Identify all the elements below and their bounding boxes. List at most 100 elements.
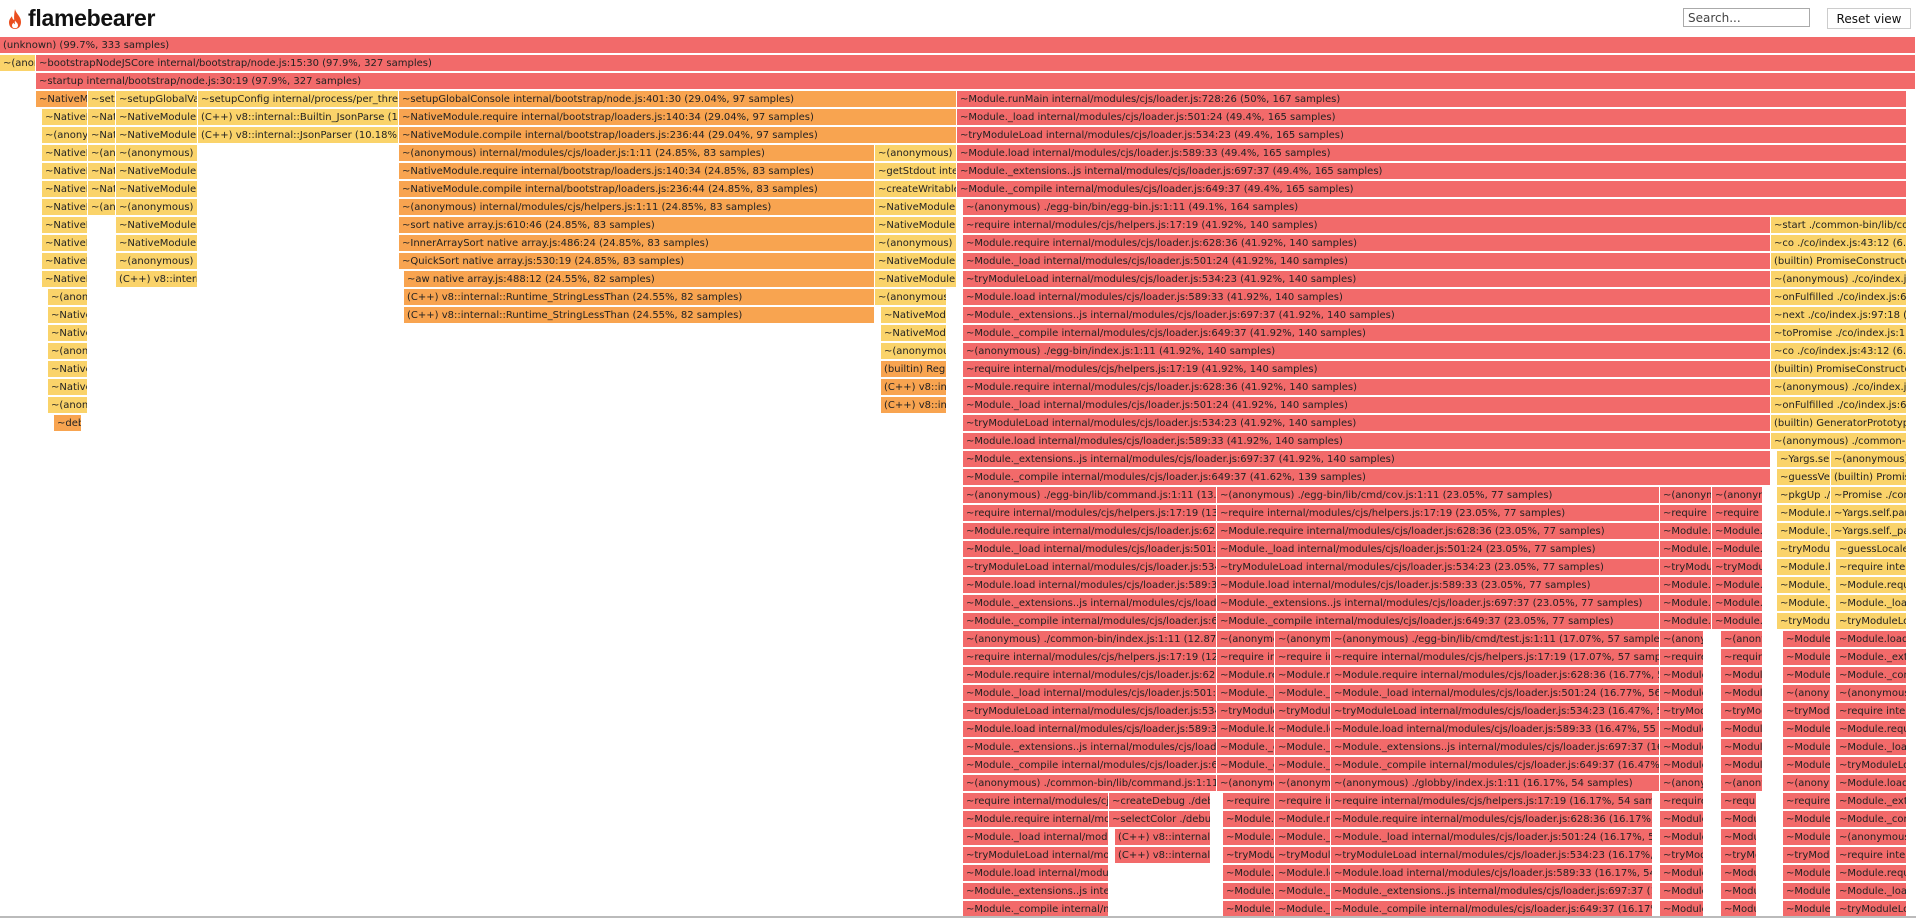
flame-frame[interactable]: ~Module.load internal/modules/cjs/loader… (963, 289, 1771, 306)
flame-frame[interactable]: ~NativeModule.compile (48, 379, 88, 396)
flame-frame[interactable]: ~Module.load (1836, 775, 1907, 792)
flame-frame[interactable]: ~(anonymous) (1836, 685, 1907, 702)
flame-frame[interactable]: ~Module.load (1660, 865, 1704, 882)
flame-frame[interactable]: ~(anonymous) ./egg-bin/lib/cmd/cov.js:1:… (1217, 487, 1660, 504)
flame-frame[interactable]: ~tryModuleLoad (1777, 541, 1831, 558)
flame-frame[interactable]: ~tryModuleLoad (1275, 847, 1331, 864)
flame-frame[interactable]: ~Module._compile (1783, 667, 1831, 684)
flame-frame[interactable]: (C++) v8::internal::Runtime_StringLessTh… (404, 307, 875, 324)
flame-frame[interactable]: ~Module._extensions..js internal/modules… (1331, 883, 1653, 900)
flame-frame[interactable]: ~Module.require (1721, 667, 1763, 684)
flame-frame[interactable]: ~(anonymous) (48, 397, 88, 414)
flame-frame[interactable]: ~Module._load (1777, 523, 1831, 540)
flame-frame[interactable]: ~Module.require (1836, 577, 1907, 594)
flame-frame[interactable]: ~Module.require (1223, 811, 1275, 828)
flame-frame[interactable]: ~Module._extensions (1660, 595, 1712, 612)
flame-frame[interactable]: (C++) v8::internal::Runtime (116, 271, 198, 288)
flame-frame[interactable]: (C++) v8::internal::Runtime (881, 379, 947, 396)
flame-frame[interactable]: ~sort native array.js:610:46 (24.85%, 83… (399, 217, 875, 234)
flame-frame[interactable]: ~Module._extensions (1275, 739, 1331, 756)
flame-frame[interactable]: ~require internal (1660, 505, 1712, 522)
flame-frame[interactable]: ~Module._load internal/modules/cjs/loade… (963, 253, 1771, 270)
flame-frame[interactable]: ~NativeModule.require (88, 163, 116, 180)
flame-frame[interactable]: ~require internal/modules/cjs/helpers.js (963, 793, 1109, 810)
flame-frame[interactable]: ~(anonymous) (1783, 685, 1831, 702)
flame-frame[interactable]: ~Module.runMain internal/modules/cjs/loa… (957, 91, 1907, 108)
flame-frame[interactable]: ~onFulfilled ./co/index.js:62:21 (1771, 289, 1907, 306)
flame-frame[interactable]: ~Module._compile (1721, 757, 1763, 774)
flame-frame[interactable]: ~tryModuleLoad (1223, 847, 1275, 864)
flame-frame[interactable]: ~guessLocale (1836, 541, 1907, 558)
flame-frame[interactable]: ~bootstrapNodeJSCore internal/bootstrap/… (36, 55, 1916, 72)
flame-frame[interactable]: ~Module.require (1712, 523, 1763, 540)
flame-frame[interactable]: ~NativeModule.require (42, 235, 88, 252)
flame-frame[interactable]: ~NativeModule.require (88, 109, 116, 126)
flame-frame[interactable]: ~Module.load (1660, 721, 1704, 738)
flame-frame[interactable]: ~Module.require (1783, 811, 1831, 828)
flame-frame[interactable]: ~Module._compile internal/modules/cjs/lo… (957, 181, 1907, 198)
flame-frame[interactable]: (C++) v8::internal::Runtime (1115, 829, 1211, 846)
flame-frame[interactable]: ~Module._load (1783, 829, 1831, 846)
flame-frame[interactable]: ~Module.require (1217, 667, 1275, 684)
flame-frame[interactable]: ~tryModuleLoad internal/modules/cjs/load… (963, 847, 1109, 864)
flame-frame[interactable]: ~Module.require (1836, 721, 1907, 738)
flame-frame[interactable]: ~tryModuleLoad (1783, 703, 1831, 720)
flame-frame[interactable]: ~Module._compile internal/modules/cjs/lo… (963, 613, 1217, 630)
flame-frame[interactable]: ~Module._load (1836, 739, 1907, 756)
flame-frame[interactable]: ~tryModuleLoad (1721, 847, 1757, 864)
flame-frame[interactable]: ~Module._load internal/modules/cjs/loade… (1331, 685, 1660, 702)
flame-frame[interactable]: ~InnerArraySort native array.js:486:24 (… (399, 235, 875, 252)
flame-frame[interactable]: ~(anonymous) (1275, 775, 1331, 792)
flame-frame[interactable]: ~Module.load (1660, 577, 1712, 594)
flame-frame[interactable]: ~(anonymous) ./egg-bin/lib/cmd/test.js:1… (1331, 631, 1660, 648)
flame-frame[interactable]: ~Module.require (1660, 523, 1712, 540)
flame-frame[interactable]: ~(anonymous) (1660, 487, 1712, 504)
flame-frame[interactable]: (C++) v8::internal::Runtime (881, 397, 947, 414)
flame-frame[interactable]: ~Module._extensions..js internal/modules… (963, 595, 1217, 612)
flame-frame[interactable]: (unknown) (99.7%, 333 samples) (0, 37, 1916, 54)
flame-frame[interactable]: ~Yargs.self.parse (1831, 505, 1907, 522)
flame-frame[interactable]: ~require internal (1721, 649, 1763, 666)
flame-frame[interactable]: ~require internal/modules/cjs/helpers.js… (963, 649, 1217, 666)
flame-frame[interactable]: ~(anonymous) (48, 289, 88, 306)
flame-frame[interactable]: ~Module._extensions (1275, 883, 1331, 900)
flame-frame[interactable]: ~Module._extensions (1721, 739, 1763, 756)
flame-frame[interactable]: ~Module._extensions (1836, 649, 1907, 666)
flame-frame[interactable]: ~Module._extensions (1777, 577, 1831, 594)
flame-frame[interactable]: ~tryModuleLoad (1783, 847, 1831, 864)
flame-frame[interactable]: ~tryModuleLoad internal/modules/cjs/load… (1217, 559, 1660, 576)
flame-frame[interactable]: ~setupProcessObject (88, 91, 116, 108)
flame-frame[interactable]: ~Module.load internal/modules/cjs/loader… (963, 433, 1771, 450)
flame-frame[interactable]: ~Module.require internal/modules/cjs/loa… (963, 379, 1771, 396)
flame-frame[interactable]: ~tryModuleLoad (1721, 703, 1763, 720)
flame-frame[interactable]: ~Module._load internal/modules/cjs/loade… (963, 397, 1771, 414)
flame-frame[interactable]: ~NativeModule.require (36, 91, 88, 108)
flame-frame[interactable]: ~NativeModule.compile (875, 217, 957, 234)
flame-frame[interactable]: ~Module.load (1783, 865, 1831, 882)
flame-frame[interactable]: ~require internal/modules/cjs/helpers.js… (1331, 793, 1653, 810)
flame-frame[interactable]: ~Module.require (1660, 811, 1704, 828)
flame-frame[interactable]: ~NativeModule.require (116, 109, 198, 126)
flame-frame[interactable]: ~NativeModule.require (116, 217, 198, 234)
flame-frame[interactable]: ~tryModuleLoad (1660, 559, 1712, 576)
flame-frame[interactable]: ~require internal (1223, 793, 1275, 810)
flame-frame[interactable]: ~next ./co/index.js:97:18 (6.89%) (1771, 307, 1907, 324)
flame-frame[interactable]: ~NativeModule.compile (88, 181, 116, 198)
flame-frame[interactable]: ~start ./common-bin/lib/command.js (1771, 217, 1907, 234)
flame-frame[interactable]: ~NativeModule.compile (42, 181, 88, 198)
flame-frame[interactable]: ~require internal (1721, 793, 1757, 810)
flame-frame[interactable]: ~tryModuleLoad internal/modules/cjs/load… (963, 271, 1771, 288)
flame-frame[interactable]: ~Module.load internal/modules/cjs/loader… (1217, 577, 1660, 594)
flame-frame[interactable]: (C++) v8::internal::Runtime_StringLessTh… (404, 289, 875, 306)
flame-frame[interactable]: ~NativeModule.require (42, 163, 88, 180)
flame-frame[interactable]: ~Module.load (1223, 865, 1275, 882)
flame-frame[interactable]: ~NativeModule.compile (875, 271, 957, 288)
flame-frame[interactable]: ~onFulfilled ./co/index.js:62:21 (1771, 397, 1907, 414)
flame-frame[interactable]: (C++) v8::internal::Runtime (1115, 847, 1211, 864)
flame-frame[interactable]: ~debug (54, 415, 82, 432)
flame-frame[interactable]: ~Module._extensions..js internal/modules… (957, 163, 1907, 180)
flame-frame[interactable]: ~Module._load internal/modules/cjs/loade… (963, 829, 1109, 846)
flame-frame[interactable]: ~Module._load (1217, 685, 1275, 702)
flame-frame[interactable]: ~toPromise ./co/index.js:115:19 (1771, 325, 1907, 342)
flame-frame[interactable]: ~Module._compile (1712, 613, 1763, 630)
